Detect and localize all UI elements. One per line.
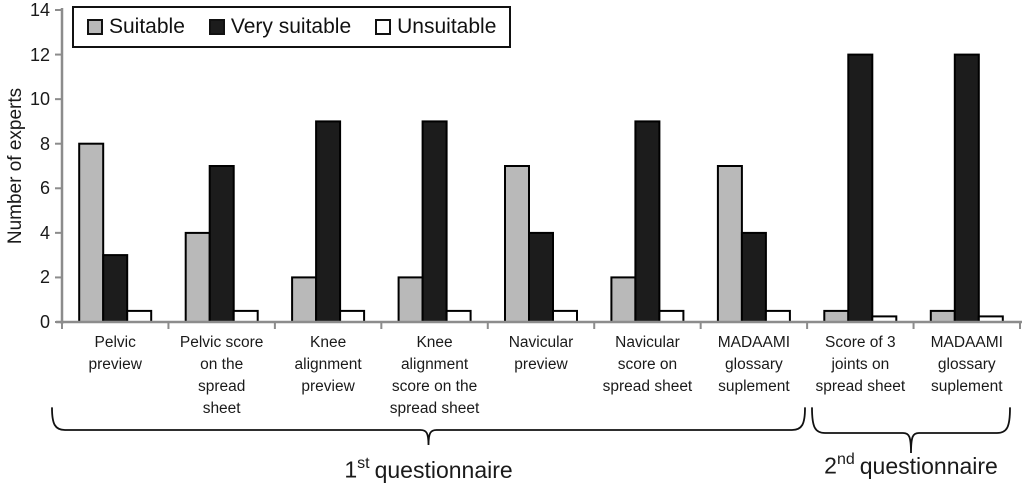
category-label: MADAAMI glossary suplement — [930, 334, 1003, 395]
legend-item-suitable: Suitable — [87, 15, 185, 39]
y-tick-label: 6 — [39, 178, 50, 199]
curly-brace — [51, 407, 806, 446]
legend-item-unsuitable: Unsuitable — [375, 15, 496, 39]
bar — [504, 165, 530, 323]
category-label: Navicular preview — [508, 334, 574, 373]
bars-layer — [78, 53, 1004, 324]
legend: Suitable Very suitable Unsuitable — [72, 6, 512, 48]
curly-brace — [811, 407, 1011, 454]
bar — [291, 276, 318, 323]
category-label: Pelvic score on the spread sheet — [179, 334, 264, 417]
annotation-ordinal: nd — [836, 451, 855, 468]
bar — [847, 53, 874, 323]
category-label: Score of 3 joints on spread sheet — [815, 334, 906, 395]
annotation-ordinal: st — [357, 455, 370, 472]
legend-swatch-very-suitable — [208, 19, 225, 35]
bar — [716, 165, 743, 323]
bar — [823, 309, 850, 323]
y-tick-label: 2 — [39, 267, 50, 288]
legend-swatch-suitable — [87, 19, 103, 35]
bar — [658, 309, 685, 323]
y-tick-label: 4 — [39, 222, 50, 243]
legend-label-suitable: Suitable — [109, 15, 185, 38]
annotation-number: 2 — [824, 452, 837, 479]
y-tick-label: 14 — [29, 0, 50, 20]
bar — [78, 142, 105, 323]
bracket-annotations-layer — [51, 407, 1011, 454]
annotation-second-questionnaire: 2nd questionnaire — [824, 451, 998, 480]
y-tick-label: 0 — [39, 312, 50, 332]
category-label: Knee alignment score on the spread sheet — [389, 334, 480, 417]
annotation-text: questionnaire — [859, 452, 998, 479]
bar — [102, 254, 129, 324]
bar — [315, 120, 342, 324]
bar — [929, 309, 956, 323]
axes-layer — [55, 8, 1022, 329]
category-label: Pelvic preview — [88, 334, 142, 373]
annotation-first-questionnaire: 1st questionnaire — [344, 455, 513, 484]
y-tick-label: 12 — [29, 44, 50, 65]
bar — [126, 309, 153, 323]
bar — [528, 231, 554, 323]
y-tick-label: 10 — [29, 89, 50, 110]
bar — [184, 231, 211, 323]
bar — [740, 231, 767, 323]
legend-label-unsuitable: Unsuitable — [397, 15, 497, 38]
legend-label-very-suitable: Very suitable — [230, 15, 352, 38]
bar — [208, 165, 235, 323]
y-axis-title: Number of experts — [5, 87, 26, 245]
annotation-number: 1 — [344, 456, 358, 483]
bar — [339, 309, 366, 323]
annotation-text: questionnaire — [374, 456, 513, 483]
category-label: MADAAMI glossary suplement — [717, 334, 791, 395]
legend-swatch-unsuitable — [375, 19, 392, 35]
bar — [232, 309, 259, 323]
bar — [397, 276, 424, 323]
bar — [764, 309, 791, 323]
bar — [634, 120, 661, 324]
y-tick-label: 8 — [39, 133, 50, 154]
category-label: Knee alignment preview — [294, 334, 362, 395]
category-label: Navicular score on spread sheet — [602, 334, 693, 395]
bar — [421, 120, 448, 324]
bar — [445, 309, 472, 323]
bar — [552, 309, 578, 323]
bar — [953, 53, 980, 323]
legend-item-very-suitable: Very suitable — [208, 15, 352, 39]
bar — [610, 276, 637, 323]
